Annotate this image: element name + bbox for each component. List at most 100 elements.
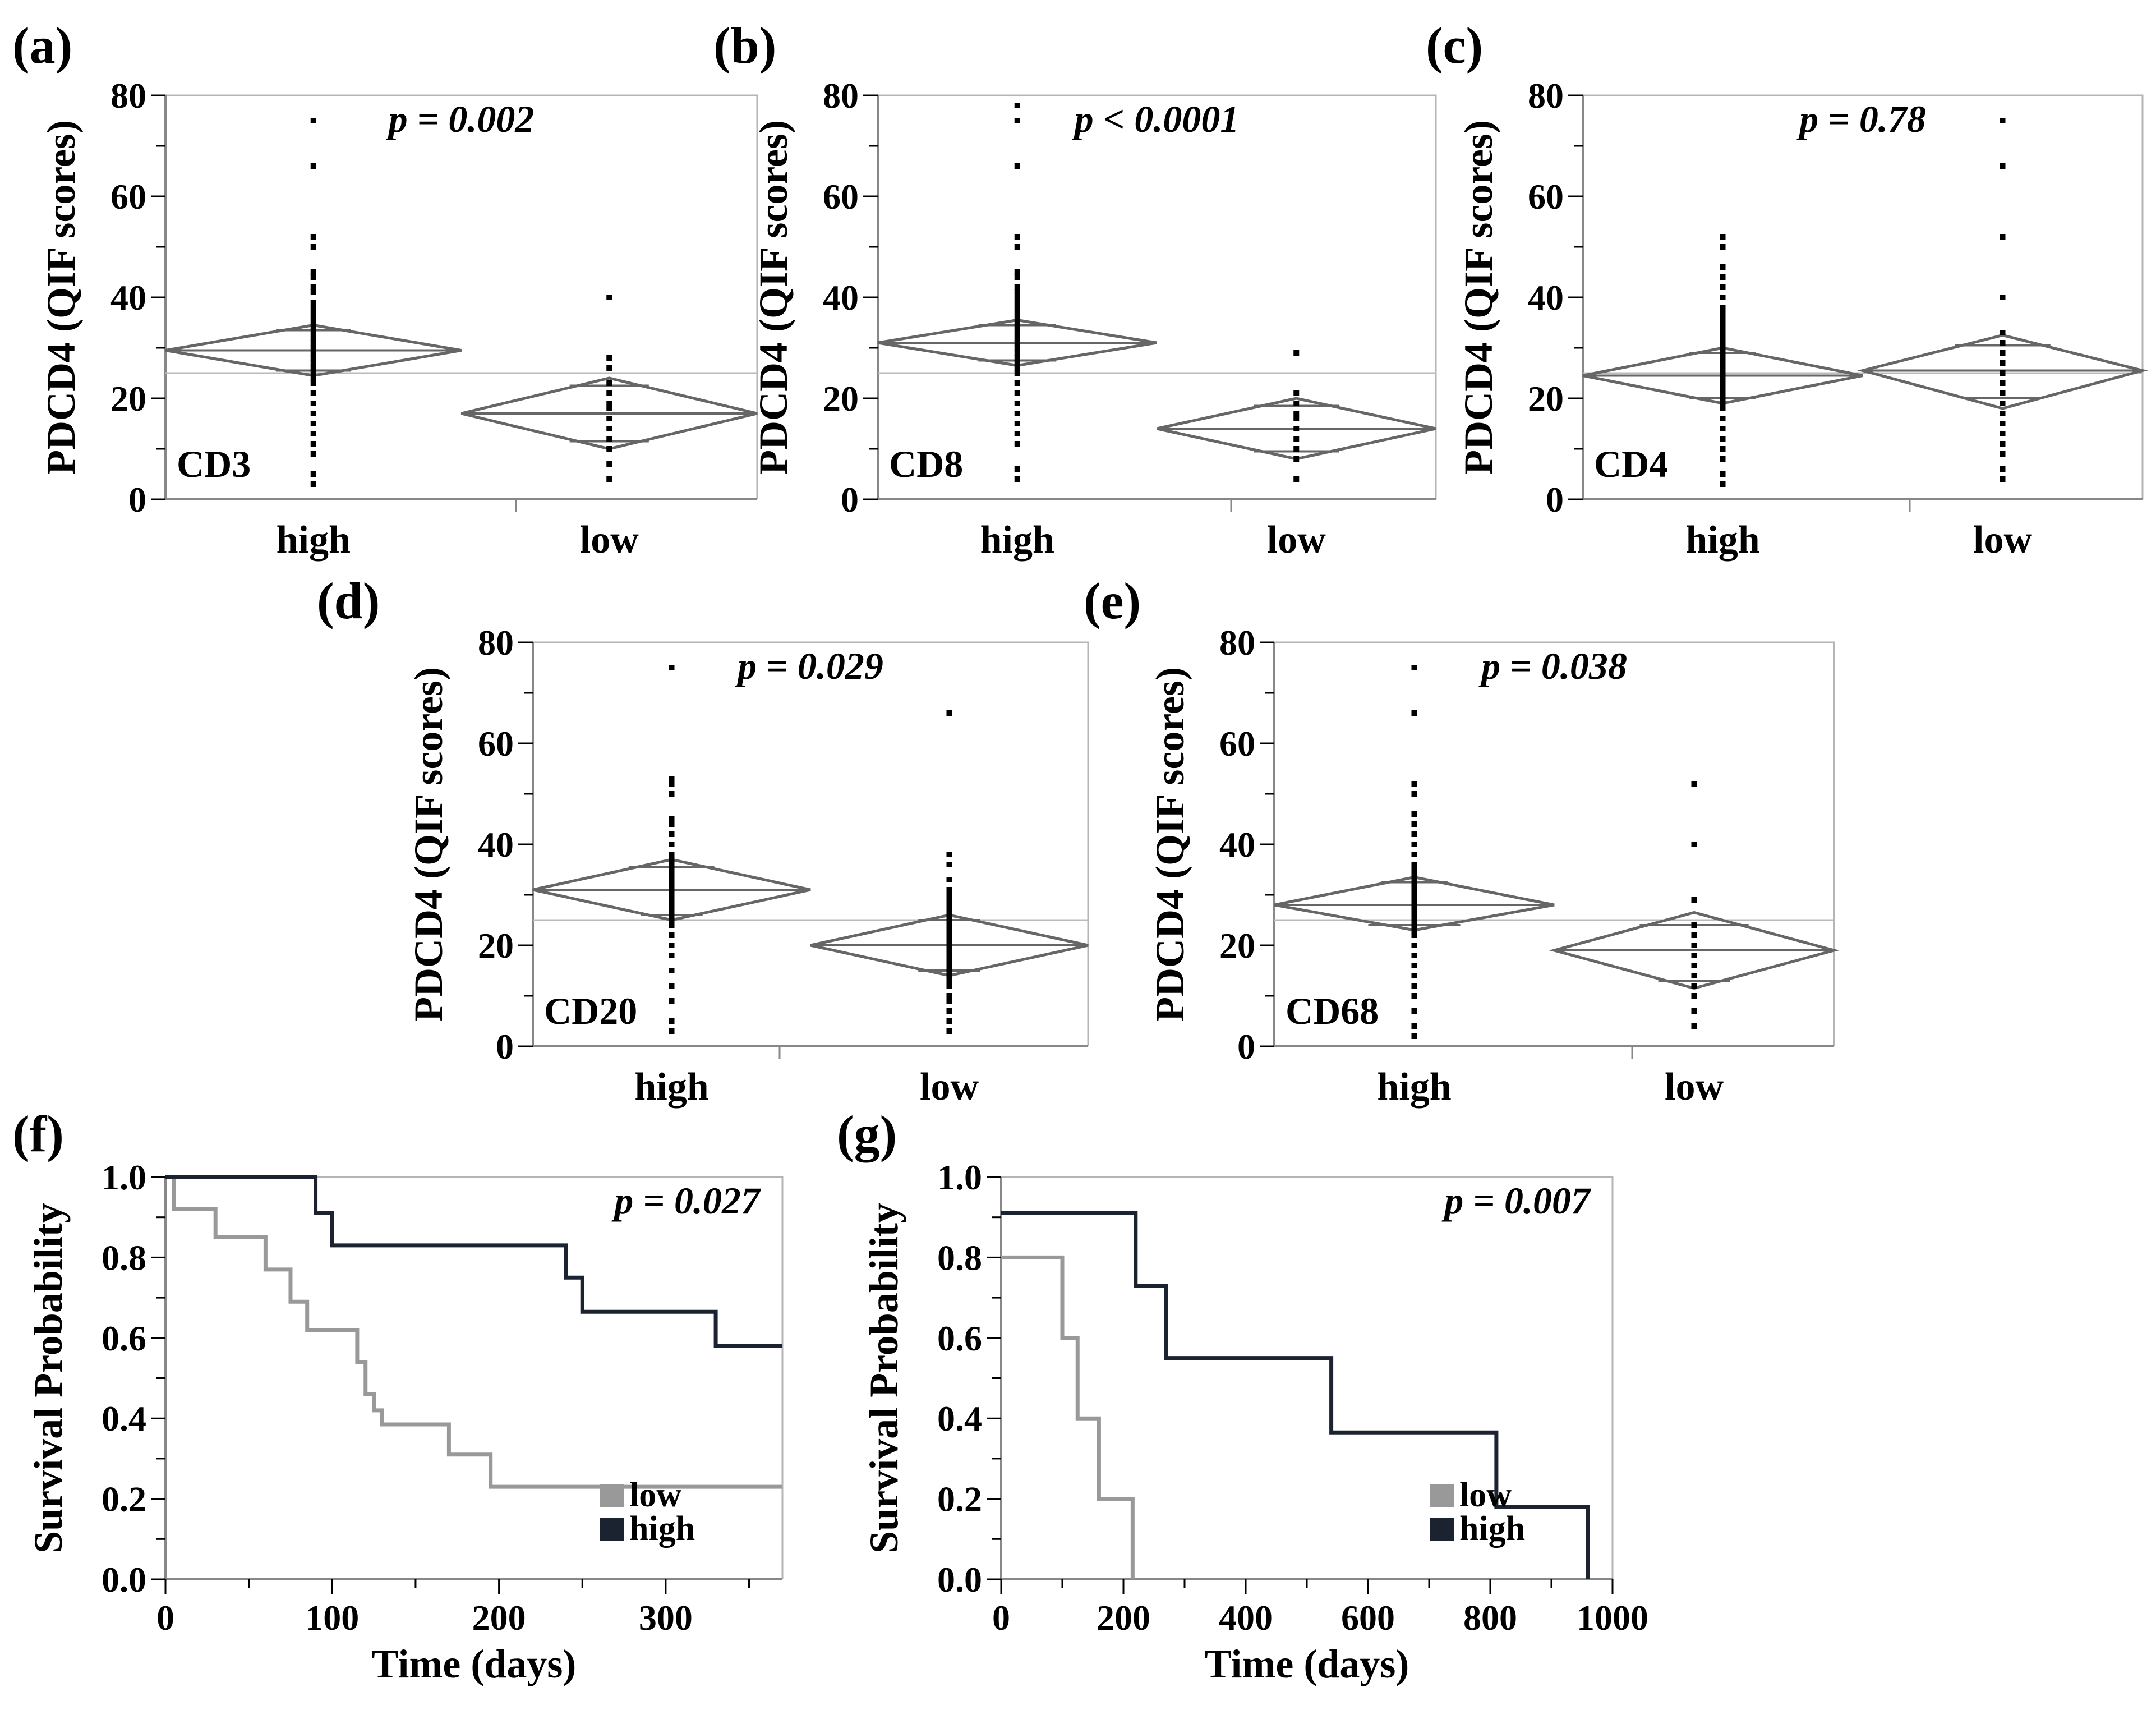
y-tick-label: 0.2 [937,1479,982,1519]
y-tick-label: 0.6 [937,1318,982,1358]
y-axis-title: PDCD4 (QIF scores) [1456,120,1501,475]
y-tick-label: 0 [128,480,146,520]
data-point-high [1014,163,1020,169]
data-point-high [1720,426,1726,431]
data-point-high [310,431,316,436]
data-point-high [669,943,675,948]
data-point-high [1720,244,1726,250]
data-point-low [946,968,952,973]
data-point-low [606,390,612,396]
data-point-high [1014,274,1020,280]
data-point-low [606,295,612,300]
data-point-high [310,310,316,315]
data-point-high [669,912,675,918]
data-point-high [1411,892,1417,898]
data-point-high [310,345,316,351]
data-point-low [946,948,952,953]
x-tick-label: 1000 [1577,1598,1648,1638]
data-point-high [310,163,316,169]
data-point-low [946,710,952,716]
data-point-high [310,300,316,305]
data-point-high [1014,411,1020,416]
data-point-high [1720,330,1726,335]
panel-label: (b) [713,17,776,74]
data-point-high [1720,456,1726,462]
data-point-low [2000,401,2006,406]
data-point-high [310,350,316,356]
data-point-high [310,305,316,310]
data-point-high [1720,274,1726,280]
y-tick-label: 0 [1237,1027,1255,1067]
data-point-low [946,963,952,968]
y-tick-label: 0.6 [102,1318,146,1358]
y-tick-label: 20 [1219,926,1255,966]
data-point-low [946,998,952,1004]
panel-label: (c) [1426,17,1483,74]
panel-e: (e) 0 20 40 60 80 PDCD4 (QIF scores) p = 0.038 h… [1084,572,1840,1109]
data-point-high [1411,882,1417,888]
data-point-high [1014,244,1020,250]
y-tick-label: 0.2 [102,1479,146,1519]
data-point-high [1720,320,1726,325]
data-point-high [1720,315,1726,320]
data-point-low [946,912,952,918]
data-point-high [669,857,675,862]
data-point-high [669,665,675,670]
data-point-high [1411,897,1417,903]
y-tick-label: 0 [1546,480,1564,520]
data-point-low [1691,983,1697,989]
data-point-high [1014,365,1020,371]
x-tick-label: 600 [1341,1598,1395,1638]
data-point-high [1014,401,1020,406]
y-tick-label: 0 [496,1027,514,1067]
data-point-high [1720,234,1726,240]
data-point-high [1411,887,1417,893]
data-point-high [669,902,675,908]
data-point-high [669,867,675,872]
data-point-high [1014,466,1020,472]
data-point-low [2000,163,2006,169]
data-point-high [669,932,675,938]
data-point-high [669,776,675,782]
data-point-low [2000,340,2006,346]
y-tick-label: 40 [1219,825,1255,865]
y-axis-title: PDCD4 (QIF scores) [406,667,451,1022]
legend-label-high: high [1459,1510,1525,1548]
data-point-high [1411,907,1417,913]
data-point-high [1720,401,1726,406]
plot-frame [165,94,758,499]
data-point-low [1691,993,1697,999]
data-point-high [1720,295,1726,300]
data-point-low [946,943,952,948]
y-axis-title: PDCD4 (QIF scores) [751,120,796,475]
data-point-low [1293,426,1300,431]
panel-b: (b) 0 20 40 60 80 PDCD4 (QIF scores) p < 0.0001… [713,17,1437,562]
data-point-low [946,973,952,978]
data-point-low [946,932,952,938]
plot-frame [165,1176,784,1579]
p-value-label: p < 0.0001 [1072,98,1240,140]
category-label-high: high [980,518,1054,562]
data-point-low [1293,411,1300,416]
data-point-high [310,335,316,341]
data-point-high [669,882,675,888]
y-tick-label: 60 [1219,724,1255,764]
data-point-high [1720,355,1726,361]
data-point-high [1411,781,1417,787]
data-point-high [310,284,316,290]
y-tick-label: 60 [110,177,146,217]
y-tick-label: 80 [478,623,514,663]
x-tick-label: 0 [992,1598,1010,1638]
legend-label-low: low [1459,1476,1512,1514]
data-point-high [1411,842,1417,847]
data-point-low [946,927,952,933]
marker-label: CD4 [1594,443,1668,485]
survival-curve-high [1001,1211,1590,1579]
y-tick-label: 40 [1528,278,1564,318]
data-point-high [310,330,316,335]
data-point-low [946,917,952,923]
y-tick-label: 40 [823,278,859,318]
x-tick-label: 100 [305,1598,359,1638]
y-tick-label: 20 [1528,379,1564,419]
panel-label: (e) [1084,572,1141,629]
